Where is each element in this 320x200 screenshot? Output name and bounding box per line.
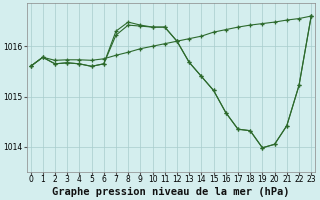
X-axis label: Graphe pression niveau de la mer (hPa): Graphe pression niveau de la mer (hPa): [52, 186, 290, 197]
